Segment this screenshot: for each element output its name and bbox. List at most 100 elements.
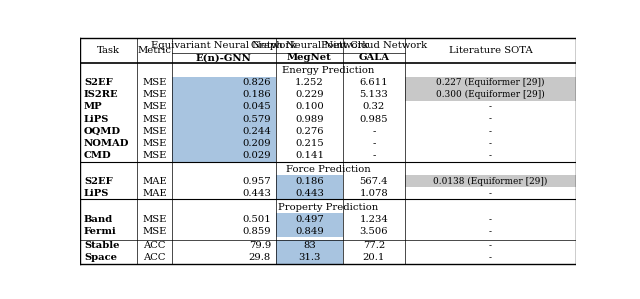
Text: MSE: MSE xyxy=(142,90,166,99)
Text: 31.3: 31.3 xyxy=(298,253,321,262)
Text: -: - xyxy=(489,227,492,236)
Text: 20.1: 20.1 xyxy=(363,253,385,262)
Bar xyxy=(276,175,343,187)
Text: -: - xyxy=(489,151,492,160)
Text: -: - xyxy=(489,189,492,198)
Text: 0.186: 0.186 xyxy=(243,90,271,99)
Text: MSE: MSE xyxy=(142,78,166,87)
Text: Force Prediction: Force Prediction xyxy=(285,165,371,174)
Text: MegNet: MegNet xyxy=(287,53,332,62)
Text: 0.826: 0.826 xyxy=(243,78,271,87)
Text: -: - xyxy=(489,253,492,262)
Bar xyxy=(276,213,343,225)
Text: 79.9: 79.9 xyxy=(249,241,271,250)
Bar xyxy=(172,125,276,137)
Text: 1.078: 1.078 xyxy=(360,189,388,198)
Text: 0.186: 0.186 xyxy=(295,177,324,186)
Text: 0.849: 0.849 xyxy=(295,227,324,236)
Bar xyxy=(405,77,576,101)
Text: 567.4: 567.4 xyxy=(360,177,388,186)
Text: 6.611: 6.611 xyxy=(360,78,388,87)
Bar xyxy=(276,187,343,199)
Text: Literature SOTA: Literature SOTA xyxy=(449,46,532,55)
Bar xyxy=(276,252,343,264)
Text: -: - xyxy=(372,151,376,160)
Text: 77.2: 77.2 xyxy=(363,241,385,250)
Text: MAE: MAE xyxy=(142,177,167,186)
Bar xyxy=(172,101,276,113)
Text: 0.141: 0.141 xyxy=(295,151,324,160)
Text: MSE: MSE xyxy=(142,215,166,224)
Text: LiPS: LiPS xyxy=(84,189,109,198)
Text: 0.501: 0.501 xyxy=(242,215,271,224)
Text: 0.497: 0.497 xyxy=(295,215,324,224)
Text: 0.029: 0.029 xyxy=(243,151,271,160)
Text: 0.045: 0.045 xyxy=(242,102,271,112)
Bar xyxy=(172,113,276,125)
Text: 0.859: 0.859 xyxy=(243,227,271,236)
Text: Property Prediction: Property Prediction xyxy=(278,203,378,212)
Text: Point Cloud Network: Point Cloud Network xyxy=(321,41,427,50)
Text: 0.32: 0.32 xyxy=(363,102,385,112)
Text: -: - xyxy=(489,215,492,224)
Bar xyxy=(405,175,576,187)
Text: 0.443: 0.443 xyxy=(242,189,271,198)
Text: 29.8: 29.8 xyxy=(249,253,271,262)
Text: -: - xyxy=(489,139,492,148)
Text: 1.234: 1.234 xyxy=(360,215,388,224)
Text: 0.244: 0.244 xyxy=(242,127,271,136)
Text: 0.957: 0.957 xyxy=(243,177,271,186)
Text: ACC: ACC xyxy=(143,241,166,250)
Text: Space: Space xyxy=(84,253,117,262)
Text: -: - xyxy=(372,127,376,136)
Text: 0.300 (Equiformer [29]): 0.300 (Equiformer [29]) xyxy=(436,90,545,99)
Bar xyxy=(172,137,276,150)
Text: CMD: CMD xyxy=(84,151,111,160)
Text: -: - xyxy=(372,139,376,148)
Text: ACC: ACC xyxy=(143,253,166,262)
Text: Task: Task xyxy=(97,46,120,55)
Text: 1.252: 1.252 xyxy=(295,78,324,87)
Text: MP: MP xyxy=(84,102,102,112)
Text: 0.276: 0.276 xyxy=(295,127,324,136)
Text: Energy Prediction: Energy Prediction xyxy=(282,66,374,75)
Text: MSE: MSE xyxy=(142,139,166,148)
Text: MAE: MAE xyxy=(142,189,167,198)
Text: 0.989: 0.989 xyxy=(295,115,324,123)
Text: -: - xyxy=(489,241,492,250)
Text: MSE: MSE xyxy=(142,115,166,123)
Text: MSE: MSE xyxy=(142,227,166,236)
Text: 0.209: 0.209 xyxy=(243,139,271,148)
Text: MSE: MSE xyxy=(142,151,166,160)
Text: GALA: GALA xyxy=(358,53,389,62)
Text: NOMAD: NOMAD xyxy=(84,139,129,148)
Text: Fermi: Fermi xyxy=(84,227,116,236)
Text: 0.100: 0.100 xyxy=(295,102,324,112)
Text: MSE: MSE xyxy=(142,102,166,112)
Text: -: - xyxy=(489,127,492,136)
Text: -: - xyxy=(489,115,492,123)
Text: 0.443: 0.443 xyxy=(295,189,324,198)
Bar xyxy=(172,77,276,89)
Text: 0.229: 0.229 xyxy=(295,90,324,99)
Text: OQMD: OQMD xyxy=(84,127,121,136)
Text: 0.227 (Equiformer [29]): 0.227 (Equiformer [29]) xyxy=(436,78,545,87)
Text: Equivariant Neural Network: Equivariant Neural Network xyxy=(151,41,296,50)
Bar xyxy=(172,150,276,161)
Text: -: - xyxy=(489,102,492,112)
Text: S2EF: S2EF xyxy=(84,177,113,186)
Text: Graph Neural Network: Graph Neural Network xyxy=(251,41,368,50)
Text: S2EF: S2EF xyxy=(84,78,113,87)
Text: 0.215: 0.215 xyxy=(295,139,324,148)
Text: E(n)-GNN: E(n)-GNN xyxy=(196,53,252,62)
Text: IS2RE: IS2RE xyxy=(84,90,118,99)
Text: 0.0138 (Equiformer [29]): 0.0138 (Equiformer [29]) xyxy=(433,177,548,186)
Text: 3.506: 3.506 xyxy=(360,227,388,236)
Text: MSE: MSE xyxy=(142,127,166,136)
Bar xyxy=(172,89,276,101)
Text: 83: 83 xyxy=(303,241,316,250)
Text: Stable: Stable xyxy=(84,241,120,250)
Bar xyxy=(276,225,343,237)
Text: 0.985: 0.985 xyxy=(360,115,388,123)
Text: Band: Band xyxy=(84,215,113,224)
